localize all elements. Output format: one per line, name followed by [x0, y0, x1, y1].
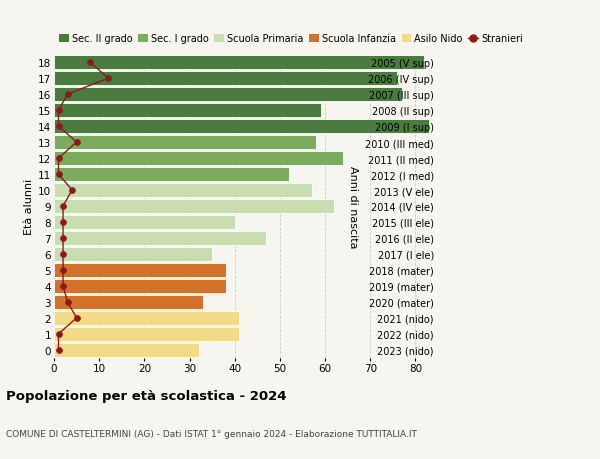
Bar [54, 327, 239, 341]
Bar [54, 72, 397, 86]
Y-axis label: Età alunni: Età alunni [24, 179, 34, 235]
Bar [54, 216, 235, 229]
Text: Popolazione per età scolastica - 2024: Popolazione per età scolastica - 2024 [6, 389, 287, 403]
Point [58, 219, 68, 226]
Point [58, 203, 68, 210]
Point [58, 251, 68, 258]
Point [54, 330, 64, 338]
Bar [54, 232, 266, 245]
Point [63, 91, 73, 99]
Point [103, 75, 113, 83]
Bar [54, 152, 343, 166]
Bar [54, 343, 199, 357]
Point [54, 155, 64, 162]
Bar [54, 136, 316, 150]
Point [72, 139, 82, 146]
Point [58, 267, 68, 274]
Point [54, 123, 64, 130]
Point [54, 171, 64, 179]
Bar [54, 104, 320, 118]
Bar [54, 184, 311, 197]
Point [85, 59, 95, 67]
Bar [54, 168, 289, 181]
Bar [54, 263, 226, 277]
Bar [54, 247, 212, 261]
Bar [54, 280, 226, 293]
Point [58, 283, 68, 290]
Bar [54, 296, 203, 309]
Legend: Sec. II grado, Sec. I grado, Scuola Primaria, Scuola Infanzia, Asilo Nido, Stran: Sec. II grado, Sec. I grado, Scuola Prim… [59, 34, 523, 44]
Point [58, 235, 68, 242]
Point [54, 347, 64, 354]
Y-axis label: Anni di nascita: Anni di nascita [349, 165, 358, 248]
Bar [54, 120, 429, 134]
Bar [54, 200, 334, 213]
Bar [54, 88, 402, 102]
Point [72, 314, 82, 322]
Point [67, 187, 77, 194]
Point [63, 298, 73, 306]
Bar [54, 311, 239, 325]
Point [54, 107, 64, 115]
Text: COMUNE DI CASTELTERMINI (AG) - Dati ISTAT 1° gennaio 2024 - Elaborazione TUTTITA: COMUNE DI CASTELTERMINI (AG) - Dati ISTA… [6, 429, 417, 438]
Bar [54, 56, 424, 70]
